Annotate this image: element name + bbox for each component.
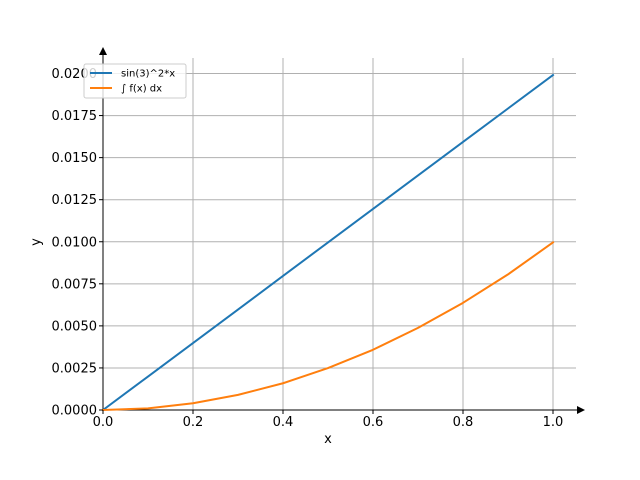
grid	[103, 58, 576, 410]
legend-label-series-1: sin(3)^2*x	[121, 69, 175, 80]
x-tick-label: 0.4	[273, 415, 294, 430]
y-tick-label: 0.0100	[52, 235, 98, 250]
y-tick-label: 0.0050	[52, 319, 98, 334]
legend: sin(3)^2*x ∫ f(x) dx	[83, 63, 187, 99]
y-tick-label: 0.0125	[52, 193, 98, 208]
series	[101, 73, 555, 412]
y-axis-label: y	[29, 238, 44, 246]
y-tick-label: 0.0175	[52, 109, 98, 124]
y-tick-label: 0.0150	[52, 151, 98, 166]
x-tick-label: 0.0	[93, 415, 114, 430]
series-line-2	[101, 241, 555, 412]
x-axis-label: x	[324, 432, 332, 447]
tick-labels: 0.0 0.2 0.4 0.6 0.8 1.0 0.0000 0.0025 0.0050 0.00…	[52, 67, 564, 430]
x-tick-label: 1.0	[543, 415, 564, 430]
y-tick-label: 0.0000	[52, 404, 98, 419]
series-line-1	[101, 73, 555, 412]
y-tick-label: 0.0025	[52, 361, 98, 376]
x-axis-arrow-icon	[577, 406, 585, 414]
x-tick-label: 0.8	[453, 415, 474, 430]
y-tick-label: 0.0075	[52, 277, 98, 292]
legend-label-series-2: ∫ f(x) dx	[121, 84, 162, 95]
x-tick-label: 0.2	[183, 415, 204, 430]
y-axis-arrow-icon	[99, 47, 107, 55]
x-tick-label: 0.6	[363, 415, 384, 430]
axes	[99, 47, 585, 414]
